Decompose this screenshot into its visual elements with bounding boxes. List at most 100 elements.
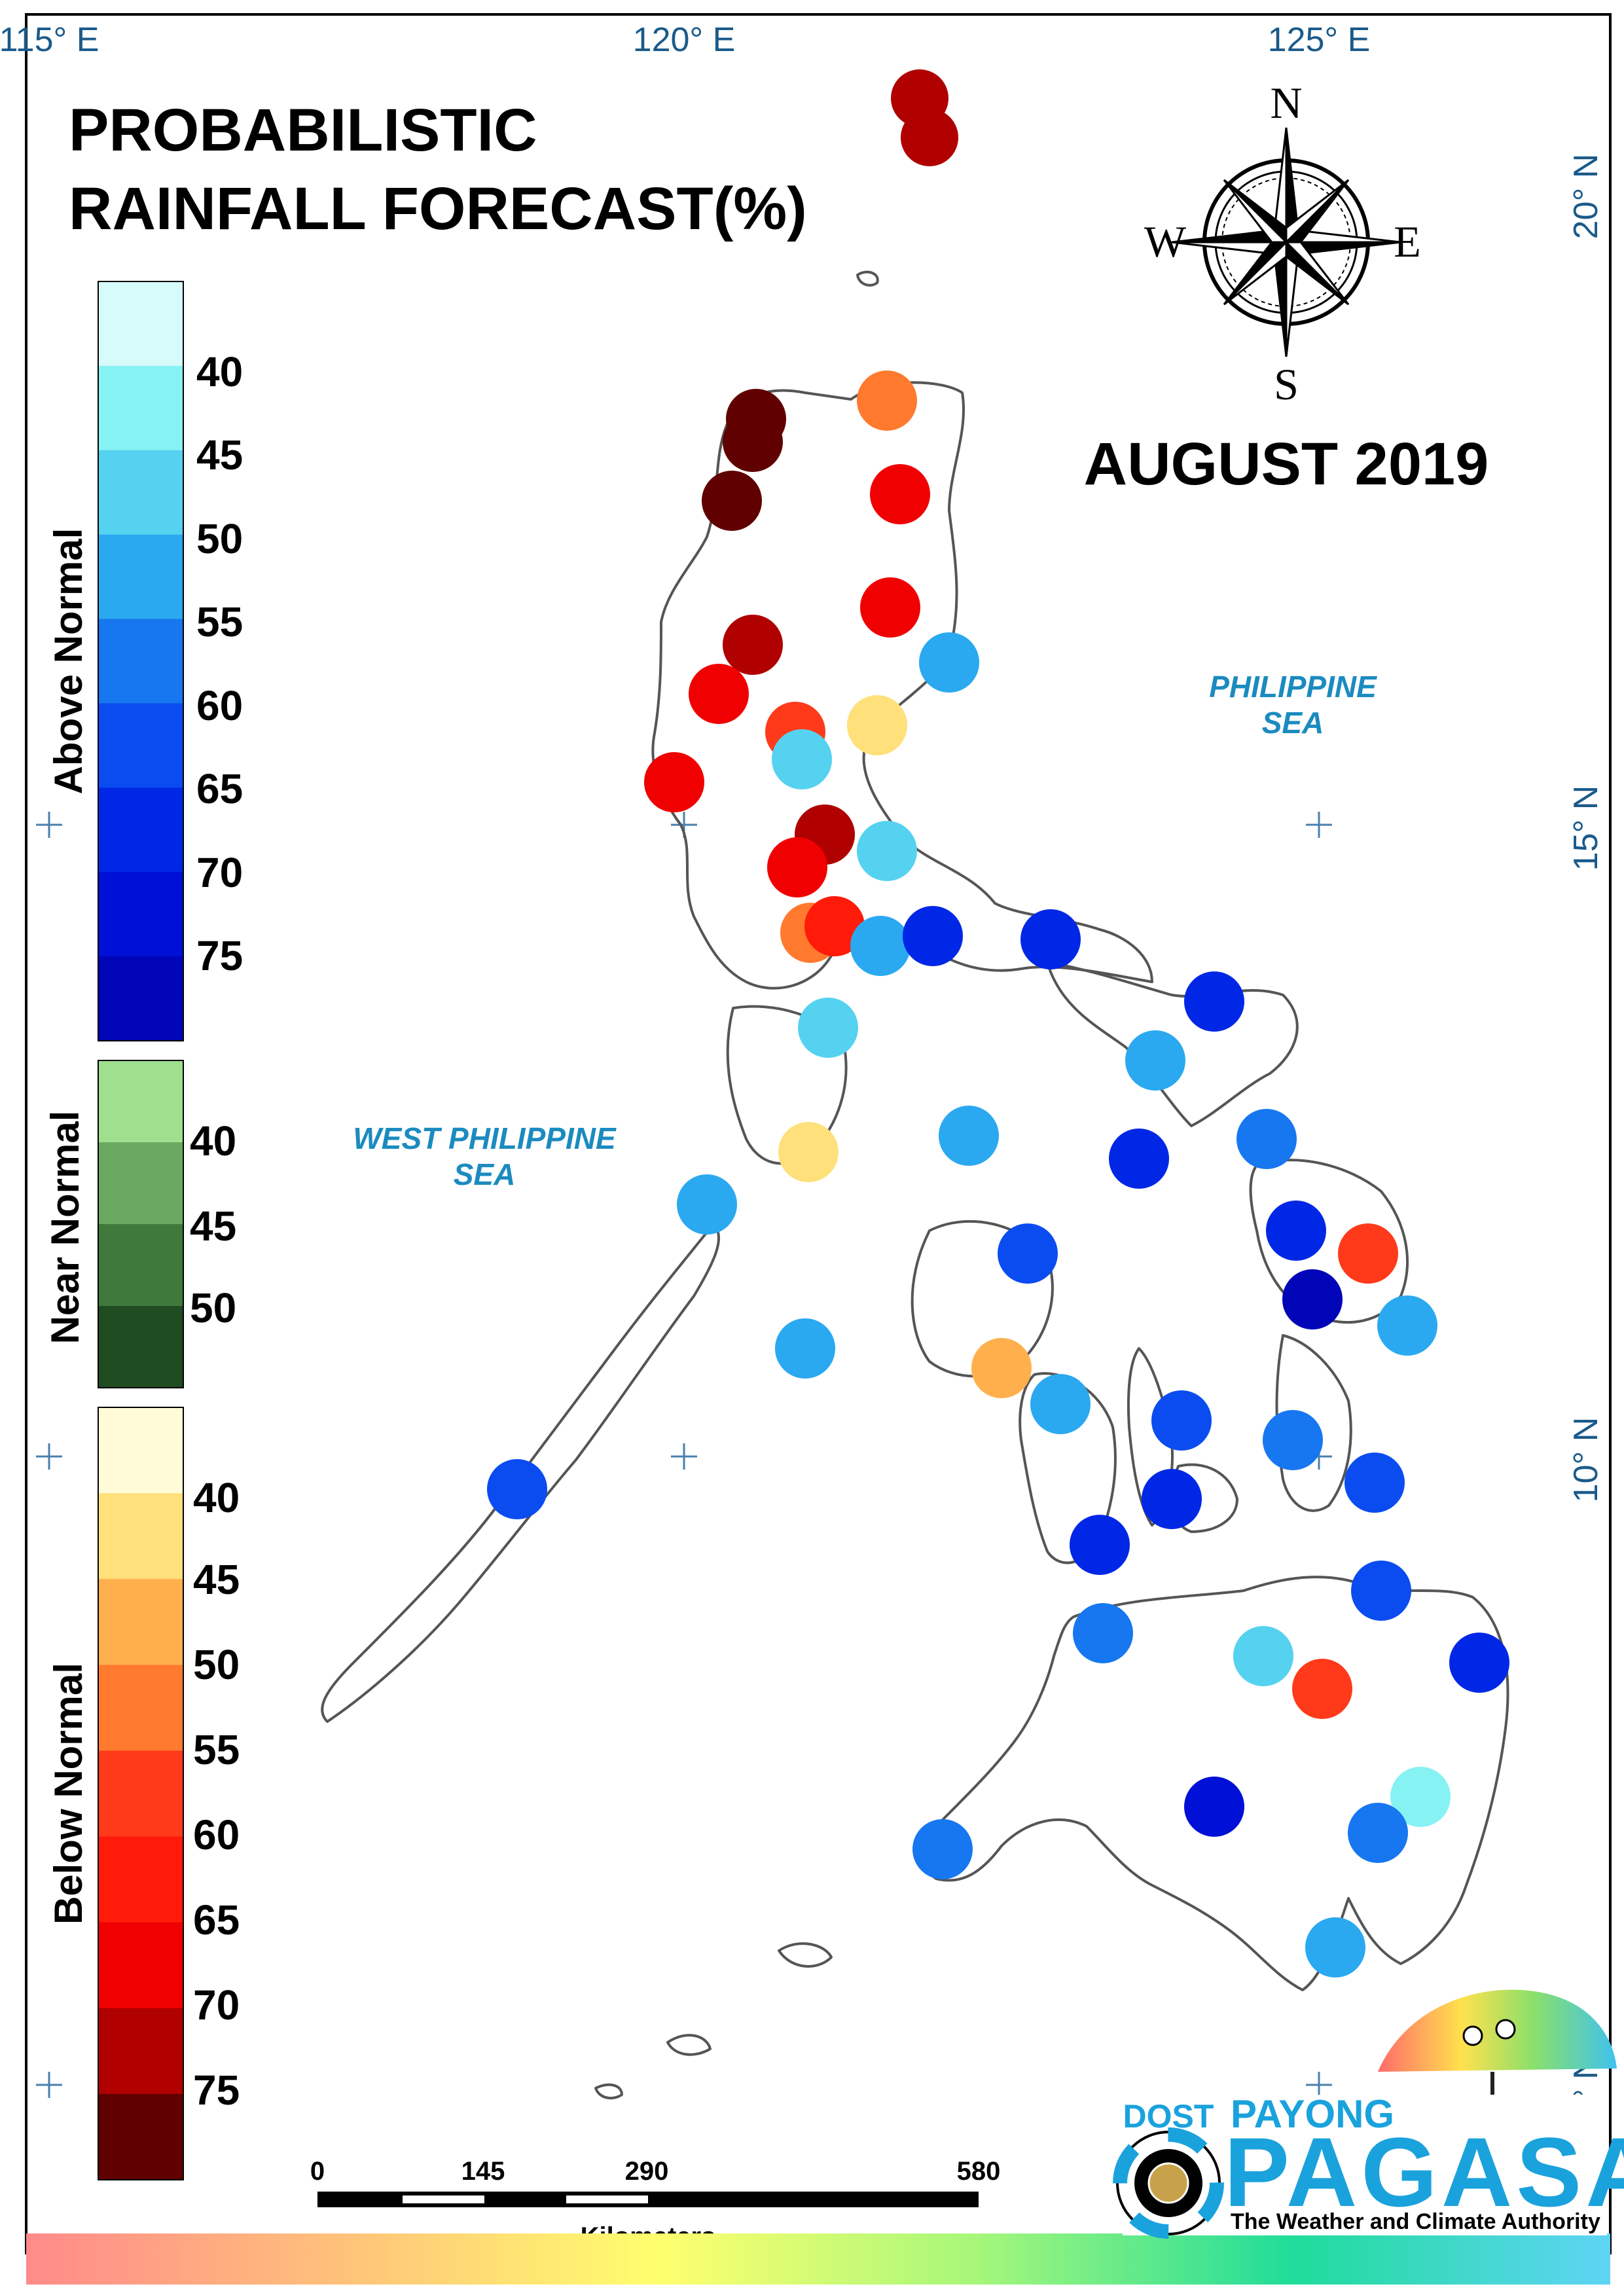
legend-swatch [98, 1060, 183, 1143]
station-marker [919, 632, 979, 693]
legend-swatch [98, 1142, 183, 1225]
legend-near-value: 40 [190, 1117, 236, 1165]
station-marker [1020, 909, 1081, 969]
lat-label-15: 15° N [1567, 786, 1605, 871]
station-marker [1351, 1561, 1411, 1621]
legend-above-value: 45 [196, 431, 243, 479]
station-marker [1233, 1626, 1293, 1686]
station-marker [1305, 1917, 1365, 1978]
babuyan-outline [856, 270, 879, 287]
legend-near-value: 50 [190, 1284, 236, 1331]
station-marker [1292, 1659, 1352, 1719]
legend-near-normal-label: Near Normal [43, 1111, 87, 1345]
legend-swatch [98, 450, 183, 535]
scale-tick-label: 145 [461, 2157, 505, 2186]
logo-pagasa: PAGASA [1224, 2117, 1624, 2227]
station-marker [1266, 1201, 1326, 1261]
station-marker [723, 412, 783, 472]
legend-swatch [98, 534, 183, 620]
legend-near-value: 45 [190, 1202, 236, 1250]
legend-swatch [98, 1836, 183, 1923]
station-marker [775, 1318, 835, 1379]
station-marker [798, 998, 858, 1058]
lat-label-20: 20° N [1567, 154, 1605, 240]
station-marker [1030, 1374, 1091, 1434]
station-marker [857, 370, 917, 431]
scale-tick-label: 580 [957, 2157, 1001, 2186]
station-marker [772, 729, 832, 789]
station-marker [903, 906, 963, 966]
station-marker [1236, 1109, 1297, 1169]
station-marker [689, 664, 749, 724]
legend-above-normal: Above Normal 40 45 50 55 60 65 70 75 [46, 281, 243, 1041]
legend-swatch [98, 2008, 183, 2095]
station-marker [644, 752, 704, 812]
legend-below-value: 50 [193, 1641, 240, 1688]
legend-swatch [98, 1922, 183, 2009]
compass-w: W [1144, 217, 1187, 266]
legend-below-value: 70 [193, 1981, 240, 2029]
station-marker [487, 1459, 547, 1519]
legend-below-value: 65 [193, 1896, 240, 1943]
legend-swatch [98, 1306, 183, 1388]
forecast-period: AUGUST 2019 [1084, 431, 1489, 497]
logo-tagline: The Weather and Climate Authority [1231, 2209, 1600, 2234]
legend-above-value: 40 [196, 348, 243, 395]
station-marker [1263, 1410, 1323, 1470]
station-marker [702, 471, 762, 531]
pagasa-logo: DOST PAYONG PAGASA The Weather and Clima… [1113, 1989, 1624, 2239]
station-marker [1109, 1129, 1169, 1189]
lon-label-115: 115° E [0, 21, 99, 59]
station-marker [804, 896, 865, 956]
station-marker [1151, 1390, 1212, 1451]
west-philippine-sea-label-2: SEA [454, 1157, 516, 1191]
station-marker [870, 464, 930, 524]
station-marker [847, 695, 907, 755]
legend-below-value: 55 [193, 1726, 240, 1773]
legend-swatch [98, 281, 183, 367]
station-marker [723, 615, 783, 675]
legend-swatch [98, 703, 183, 788]
map-title-line-1: PROBABILISTIC [69, 97, 537, 164]
philippine-sea-label-2: SEA [1262, 706, 1324, 740]
station-marker [1348, 1803, 1408, 1863]
legend-swatch [98, 365, 183, 451]
map-title-line-2: RAINFALL FORECAST(%) [69, 175, 807, 242]
samar-outline [1249, 1159, 1409, 1324]
station-marker [767, 837, 827, 897]
scale-tick-label: 0 [310, 2157, 325, 2186]
legend-above-normal-label: Above Normal [46, 528, 90, 795]
station-marker [971, 1338, 1032, 1398]
legend-above-value: 65 [196, 765, 243, 812]
compass-rose: N S E W [1144, 78, 1421, 409]
legend-swatch [98, 619, 183, 704]
station-marker [1282, 1269, 1343, 1329]
station-marker [1344, 1453, 1405, 1513]
compass-e: E [1394, 217, 1421, 266]
legend-swatch [98, 1493, 183, 1580]
compass-n: N [1270, 78, 1302, 128]
legend-below-value: 75 [193, 2067, 240, 2114]
lon-label-120: 120° E [633, 21, 736, 59]
legend-swatch [98, 787, 183, 873]
legend-swatch [98, 2093, 183, 2180]
bicol-outline [1046, 961, 1299, 1127]
station-marker [857, 821, 917, 881]
station-markers [487, 69, 1509, 1978]
station-marker [1449, 1633, 1509, 1693]
legend-above-value: 70 [196, 849, 243, 896]
station-marker [901, 109, 958, 166]
station-marker [860, 577, 920, 638]
sulu-island-outline [778, 1942, 833, 1968]
station-marker [1377, 1295, 1437, 1356]
west-philippine-sea-label-1: WEST PHILIPPINE [353, 1121, 617, 1155]
legend-above-value: 50 [196, 515, 243, 562]
compass-s: S [1274, 359, 1299, 409]
graticule-ticks [36, 812, 1332, 2098]
station-marker [998, 1223, 1058, 1284]
legend-above-value: 75 [196, 932, 243, 979]
scale-tick-label: 290 [625, 2157, 669, 2186]
lon-label-125: 125° E [1268, 21, 1371, 59]
station-marker [1070, 1515, 1130, 1575]
